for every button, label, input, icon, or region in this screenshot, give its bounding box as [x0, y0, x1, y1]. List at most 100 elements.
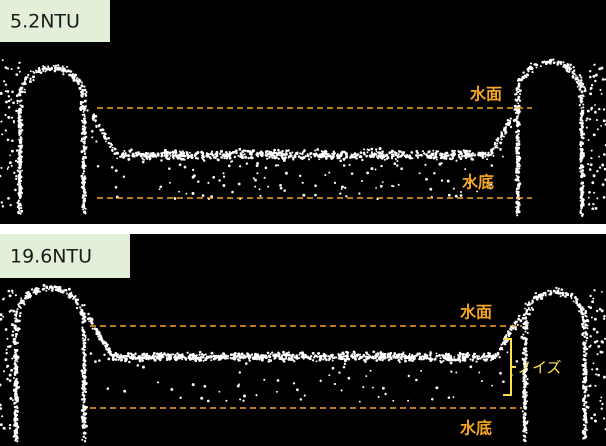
- point: [6, 365, 9, 368]
- point: [98, 359, 101, 362]
- point: [84, 93, 86, 95]
- point: [433, 172, 435, 174]
- point: [304, 395, 306, 397]
- point: [455, 195, 458, 198]
- point: [399, 361, 401, 363]
- point: [517, 184, 520, 187]
- point: [16, 360, 18, 362]
- point: [566, 67, 569, 70]
- point: [115, 359, 117, 361]
- point: [290, 358, 293, 361]
- point: [583, 404, 585, 406]
- point: [82, 107, 85, 110]
- point: [523, 348, 526, 351]
- point: [104, 345, 106, 347]
- point: [82, 186, 85, 189]
- point: [594, 318, 597, 321]
- point: [391, 155, 394, 158]
- point: [353, 351, 356, 354]
- point: [265, 166, 268, 169]
- point: [108, 137, 110, 139]
- point: [17, 211, 19, 213]
- point: [370, 167, 373, 170]
- point: [74, 295, 76, 297]
- point: [506, 351, 508, 353]
- point: [198, 357, 200, 359]
- point: [170, 388, 173, 391]
- point: [18, 145, 20, 147]
- point: [417, 157, 419, 159]
- point: [589, 92, 592, 95]
- point: [581, 107, 583, 109]
- point: [577, 86, 579, 88]
- point: [434, 358, 437, 361]
- point: [580, 207, 582, 209]
- point: [309, 153, 311, 155]
- point: [507, 332, 509, 334]
- point: [219, 153, 221, 155]
- point: [580, 113, 582, 115]
- point: [594, 80, 596, 82]
- point: [432, 153, 434, 155]
- point: [584, 373, 586, 375]
- point: [570, 293, 573, 296]
- point: [20, 146, 23, 149]
- point: [242, 357, 244, 359]
- point: [306, 356, 308, 358]
- point: [84, 349, 86, 351]
- point: [582, 313, 585, 316]
- point: [92, 328, 94, 330]
- point: [82, 156, 84, 158]
- point: [83, 371, 85, 373]
- point: [334, 383, 336, 385]
- point: [271, 351, 273, 353]
- point: [16, 440, 18, 442]
- point: [450, 371, 452, 373]
- point: [245, 362, 248, 365]
- point: [312, 352, 315, 355]
- point: [398, 153, 400, 155]
- point: [459, 156, 461, 158]
- point: [429, 188, 432, 191]
- point: [589, 385, 592, 388]
- point: [92, 117, 95, 120]
- point: [203, 159, 206, 162]
- point: [15, 370, 18, 373]
- point: [279, 184, 282, 187]
- point: [395, 158, 397, 160]
- point: [583, 358, 586, 361]
- point: [228, 154, 231, 157]
- point: [601, 164, 604, 167]
- point: [594, 111, 597, 114]
- point: [581, 167, 583, 169]
- point: [181, 358, 183, 360]
- point: [296, 388, 299, 391]
- point: [522, 71, 524, 73]
- point: [447, 356, 449, 358]
- point: [594, 385, 596, 387]
- point: [134, 357, 137, 360]
- point: [448, 194, 451, 197]
- point: [581, 122, 584, 125]
- point: [116, 157, 118, 159]
- point: [154, 360, 156, 362]
- point: [83, 395, 85, 397]
- point: [194, 154, 197, 157]
- point: [404, 155, 407, 158]
- point: [584, 326, 586, 328]
- point: [27, 74, 29, 76]
- point: [283, 360, 286, 363]
- point: [599, 89, 601, 91]
- point: [575, 302, 578, 305]
- point: [372, 350, 375, 353]
- point: [341, 151, 343, 153]
- point: [382, 387, 385, 390]
- point: [573, 301, 575, 303]
- point: [83, 423, 86, 426]
- point: [57, 68, 59, 70]
- point: [512, 327, 515, 330]
- point: [83, 358, 86, 361]
- point: [238, 356, 240, 358]
- point: [148, 355, 150, 357]
- point: [446, 357, 448, 359]
